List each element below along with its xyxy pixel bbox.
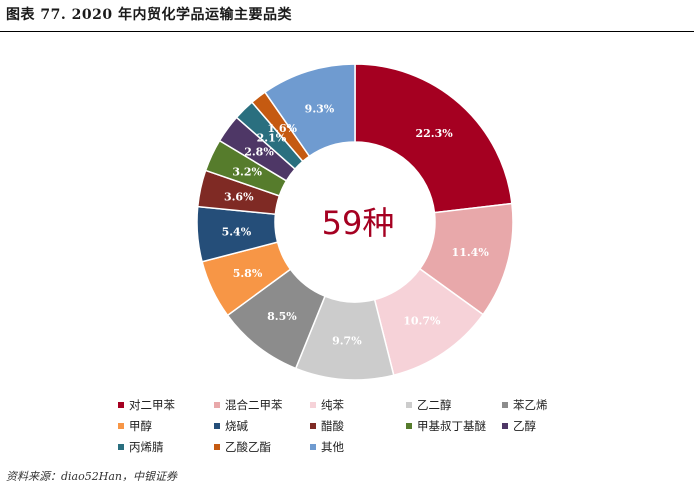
legend-item: 乙醇 — [502, 417, 592, 434]
legend-item: 混合二甲苯 — [214, 396, 310, 413]
legend-swatch — [310, 443, 316, 450]
donut-data-label: 9.7% — [332, 335, 362, 348]
donut-data-label: 10.7% — [403, 314, 441, 327]
legend-label: 烧碱 — [225, 418, 248, 433]
legend-label: 甲基叔丁基醚 — [417, 418, 486, 433]
donut-data-label: 2.1% — [257, 131, 287, 144]
legend-label: 其他 — [321, 439, 344, 454]
donut-data-label: 5.4% — [222, 225, 252, 238]
legend-label: 苯乙烯 — [513, 397, 548, 412]
legend-swatch — [406, 401, 412, 408]
legend-item: 苯乙烯 — [502, 396, 592, 413]
legend-item: 甲基叔丁基醚 — [406, 417, 502, 434]
legend-label: 乙酸乙酯 — [225, 439, 271, 454]
legend-item: 纯苯 — [310, 396, 406, 413]
legend-label: 纯苯 — [321, 397, 344, 412]
donut-data-label: 8.5% — [267, 310, 297, 323]
legend-label: 混合二甲苯 — [225, 397, 283, 412]
legend-item: 醋酸 — [310, 417, 406, 434]
legend-item: 其他 — [310, 438, 406, 455]
legend-label: 丙烯腈 — [129, 439, 164, 454]
legend-swatch — [310, 401, 316, 408]
donut-slice — [263, 63, 356, 158]
legend-item: 乙二醇 — [406, 396, 502, 413]
legend-item: 甲醇 — [118, 417, 214, 434]
legend-swatch — [118, 401, 124, 408]
legend-swatch — [310, 422, 316, 429]
legend-swatch — [214, 401, 220, 408]
legend-swatch — [214, 422, 220, 429]
donut-slices — [196, 63, 514, 381]
legend-swatch — [502, 401, 508, 408]
legend-item: 丙烯腈 — [118, 438, 214, 455]
source-note: 资料来源：diao52Han，中银证券 — [6, 470, 177, 483]
legend-swatch — [118, 443, 124, 450]
legend-swatch — [502, 422, 508, 429]
legend-label: 乙醇 — [513, 418, 536, 433]
legend-item: 对二甲苯 — [118, 396, 214, 413]
legend-item: 烧碱 — [214, 417, 310, 434]
legend-swatch — [214, 443, 220, 450]
legend-label: 对二甲苯 — [129, 397, 175, 412]
donut-data-label: 3.6% — [224, 191, 254, 204]
title-divider — [0, 31, 694, 32]
legend-label: 甲醇 — [129, 418, 152, 433]
legend-label: 乙二醇 — [417, 397, 452, 412]
legend-label: 醋酸 — [321, 418, 344, 433]
center-label: 59种 — [322, 204, 395, 242]
donut-data-label: 11.4% — [452, 246, 490, 259]
donut-data-labels: 22.3% 11.4% 10.7% 9.7% 8.5% 5.8% 5.4% 3.6% 3.2% 2… — [222, 102, 490, 347]
donut-data-label: 1.6% — [267, 122, 297, 135]
donut-data-label: 5.8% — [233, 267, 263, 280]
donut-data-label: 3.2% — [232, 166, 262, 179]
donut-slice — [354, 63, 513, 214]
chart-legend: 对二甲苯 混合二甲苯 纯苯 乙二醇 苯乙烯甲醇 烧碱 醋酸 甲基叔丁基醚 乙醇丙烯腈 乙酸乙酯 其他 — [118, 396, 588, 455]
donut-data-label: 22.3% — [415, 127, 453, 140]
chart-title: 图表 77. 2020 年内贸化学品运输主要品类 — [6, 7, 292, 23]
legend-swatch — [118, 422, 124, 429]
legend-item: 乙酸乙酯 — [214, 438, 310, 455]
donut-data-label: 2.8% — [244, 146, 274, 159]
donut-data-label: 9.3% — [305, 102, 335, 115]
legend-swatch — [406, 422, 412, 429]
